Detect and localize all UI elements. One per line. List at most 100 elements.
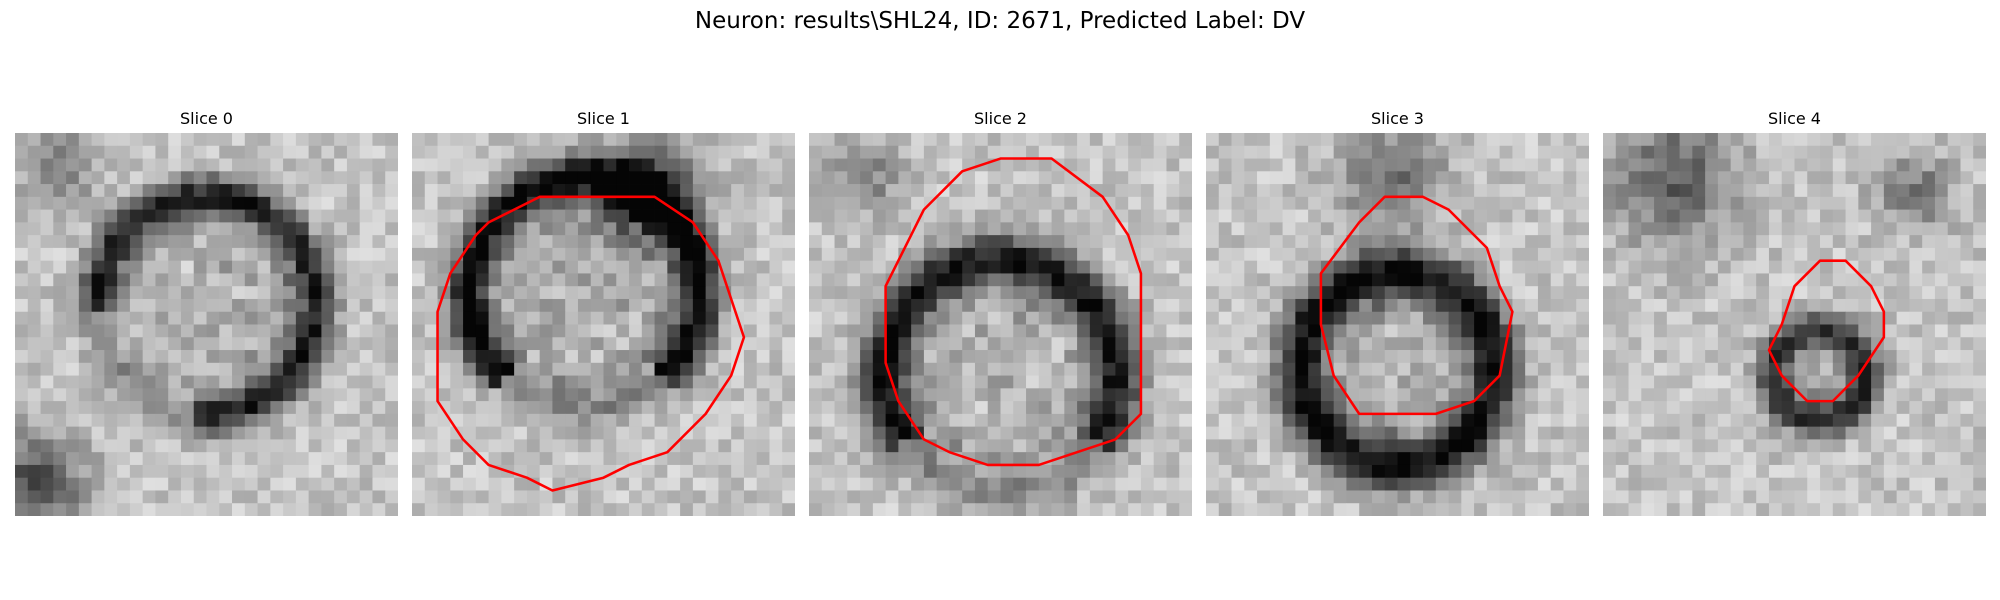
image-pixel [1000, 401, 1014, 415]
image-pixel [1603, 235, 1617, 249]
image-pixel [590, 337, 604, 351]
image-pixel [962, 222, 976, 236]
image-pixel [654, 298, 668, 313]
image-pixel [1282, 273, 1296, 287]
image-pixel [1896, 503, 1910, 516]
image-pixel [1206, 337, 1220, 351]
image-pixel [577, 298, 592, 313]
image-pixel [1359, 362, 1373, 376]
image-pixel [78, 311, 92, 325]
image-pixel [1909, 375, 1923, 389]
image-pixel [809, 464, 823, 479]
image-pixel [168, 439, 182, 453]
image-pixel [1013, 401, 1027, 415]
image-pixel [257, 464, 271, 479]
image-pixel [1692, 133, 1706, 147]
image-pixel [488, 426, 502, 440]
image-pixel [603, 260, 617, 274]
image-pixel [385, 350, 398, 364]
image-pixel [372, 260, 386, 274]
image-pixel [463, 477, 477, 491]
image-pixel [705, 273, 719, 287]
image-pixel [1807, 209, 1821, 223]
image-pixel [539, 426, 553, 440]
image-pixel [1333, 209, 1347, 223]
image-pixel [1166, 184, 1180, 198]
image-pixel [821, 413, 835, 428]
image-pixel [1140, 401, 1155, 415]
image-pixel [1858, 337, 1872, 351]
image-pixel [1692, 298, 1706, 313]
image-pixel [1423, 413, 1437, 428]
image-pixel [475, 235, 489, 249]
image-pixel [936, 324, 950, 338]
image-pixel [590, 273, 604, 287]
image-pixel [1269, 209, 1283, 223]
image-pixel [412, 401, 426, 415]
image-pixel [1730, 350, 1744, 364]
image-pixel [718, 184, 732, 198]
image-pixel [412, 286, 426, 300]
image-pixel [1064, 222, 1078, 236]
image-pixel [1756, 286, 1770, 300]
image-pixel [1206, 286, 1220, 300]
image-pixel [705, 413, 719, 428]
image-pixel [1140, 464, 1155, 479]
image-pixel [257, 145, 271, 159]
image-pixel [257, 222, 271, 236]
image-pixel [1563, 477, 1577, 491]
image-pixel [1654, 247, 1668, 262]
image-pixel [463, 133, 477, 147]
image-pixel [1666, 350, 1680, 364]
image-pixel [962, 477, 976, 491]
image-pixel [1730, 426, 1744, 440]
image-pixel [514, 503, 528, 516]
image-pixel [860, 350, 874, 364]
image-pixel [1654, 273, 1668, 287]
image-pixel [987, 439, 1001, 453]
image-pixel [1922, 503, 1936, 516]
image-pixel [1883, 452, 1898, 466]
image-pixel [577, 401, 592, 415]
image-pixel [514, 222, 528, 236]
image-pixel [308, 375, 322, 389]
image-pixel [346, 362, 361, 376]
image-pixel [180, 260, 195, 274]
image-pixel [1435, 235, 1449, 249]
image-pixel [91, 477, 105, 491]
image-pixel [1922, 401, 1936, 415]
image-pixel [372, 401, 386, 415]
image-pixel [1166, 426, 1180, 440]
image-pixel [1179, 260, 1192, 274]
image-pixel [987, 477, 1001, 491]
image-pixel [1077, 145, 1091, 159]
image-pixel [1435, 375, 1449, 389]
slice-title: Slice 1 [577, 109, 630, 128]
image-pixel [1333, 184, 1347, 198]
image-pixel [1858, 490, 1872, 504]
image-pixel [565, 464, 579, 479]
image-pixel [1781, 401, 1795, 415]
image-pixel [1794, 324, 1808, 338]
image-pixel [1654, 324, 1668, 338]
image-pixel [1550, 133, 1564, 147]
image-pixel [1641, 286, 1655, 300]
image-pixel [1537, 388, 1552, 402]
image-pixel [718, 209, 732, 223]
image-pixel [1206, 439, 1220, 453]
image-pixel [91, 311, 105, 325]
image-pixel [346, 158, 361, 172]
image-pixel [809, 209, 823, 223]
image-pixel [1820, 464, 1834, 479]
image-pixel [821, 426, 835, 440]
image-pixel [1000, 350, 1014, 364]
image-pixel [898, 490, 912, 504]
image-pixel [1435, 490, 1449, 504]
image-pixel [1896, 388, 1910, 402]
image-pixel [372, 464, 386, 479]
image-pixel [974, 133, 989, 147]
image-pixel [1960, 490, 1974, 504]
image-pixel [1781, 503, 1795, 516]
image-pixel [1448, 133, 1462, 147]
image-pixel [1960, 145, 1974, 159]
